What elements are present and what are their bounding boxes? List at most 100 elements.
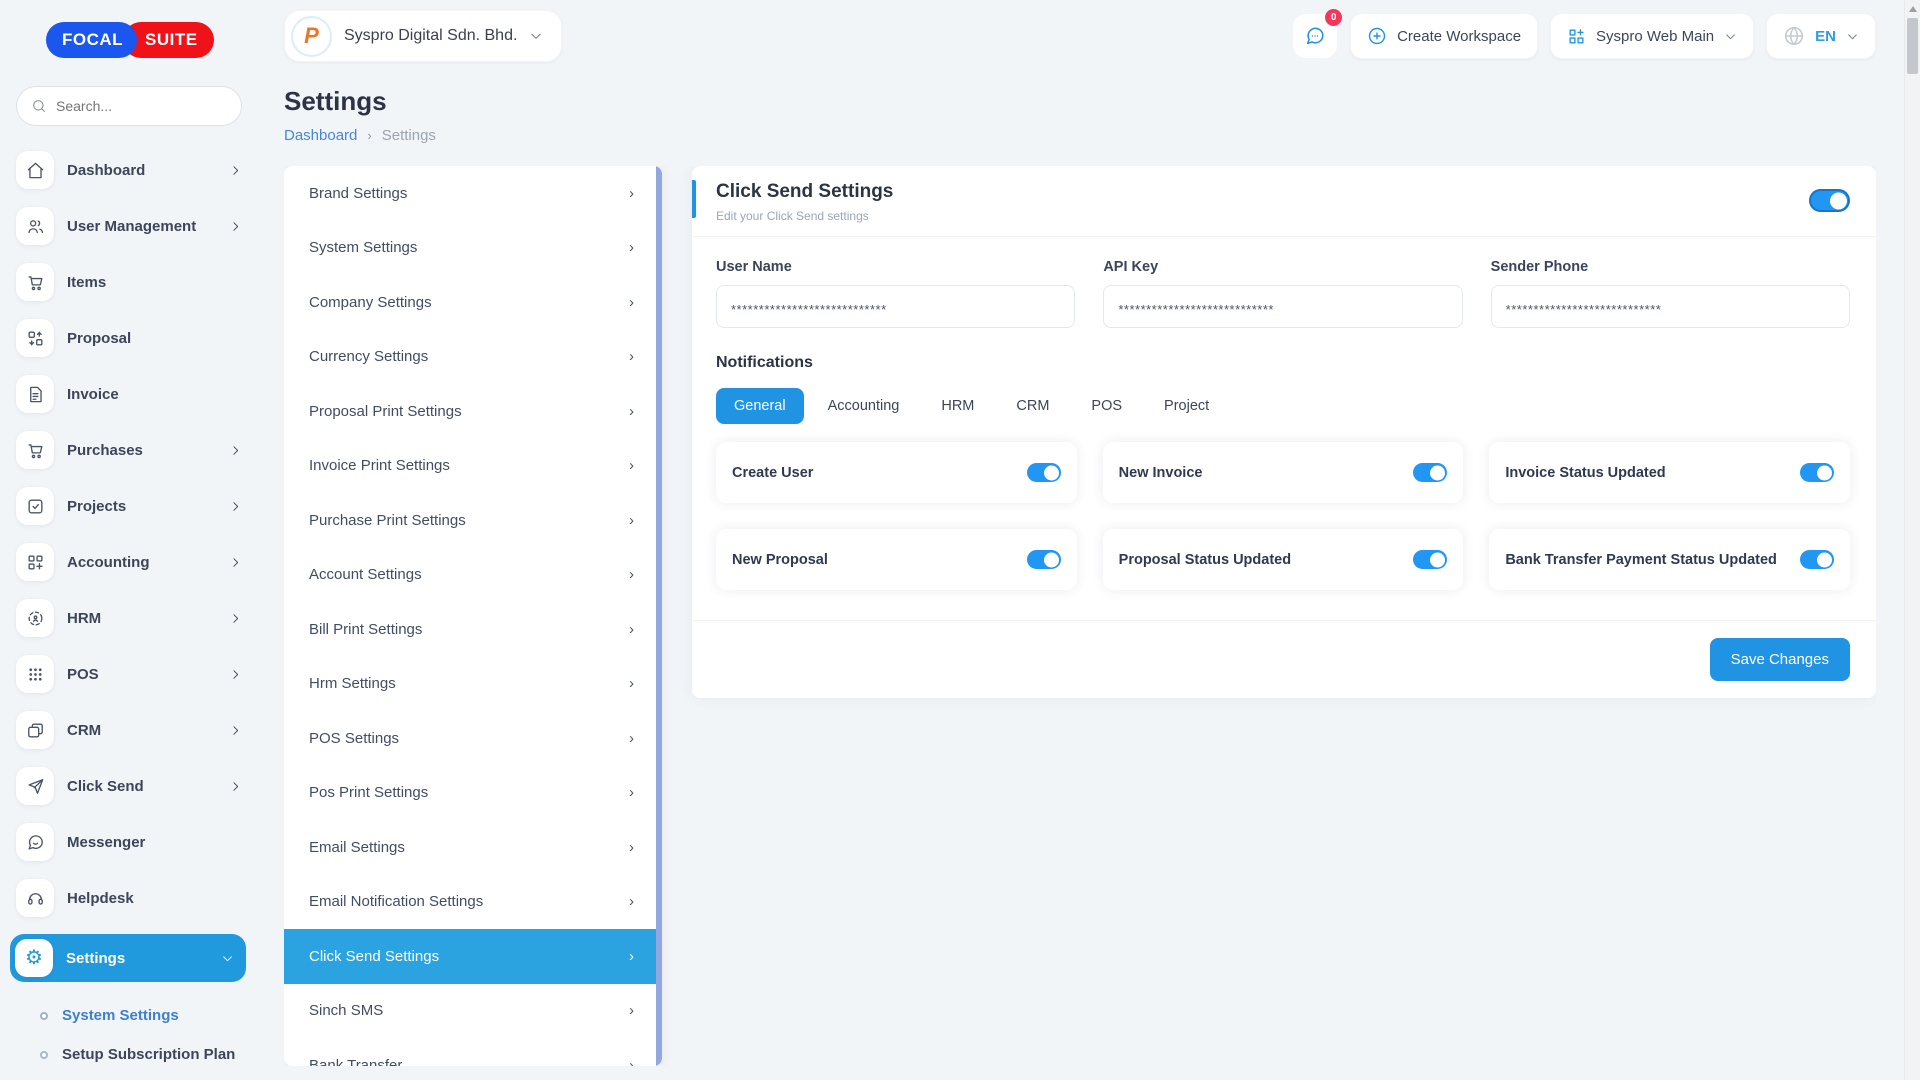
sidebar: FOCAL SUITE Dashboard User Management — [0, 0, 256, 1080]
page-scrollbar[interactable] — [1904, 0, 1920, 1080]
sidebar-item-settings[interactable]: ⚙ Settings — [10, 934, 246, 982]
sidebar-subitem-system-settings[interactable]: System Settings — [16, 996, 242, 1035]
scrollbar-thumb[interactable] — [1907, 18, 1918, 74]
main-area: P Syspro Digital Sdn. Bhd. 0 Create Work… — [256, 0, 1920, 1080]
users-icon — [16, 207, 54, 245]
invoice-status-toggle[interactable] — [1799, 463, 1834, 482]
chat-dots — [1311, 35, 1319, 37]
sidebar-item-messenger[interactable]: Messenger — [16, 822, 242, 862]
settings-menu-item-email[interactable]: Email Settings › — [309, 838, 634, 856]
toggle-card-proposal-status: Proposal Status Updated — [1102, 529, 1464, 590]
settings-menu-item-sinch-sms[interactable]: Sinch SMS › — [309, 1002, 634, 1020]
click-send-settings-panel: Click Send Settings Edit your Click Send… — [692, 166, 1876, 698]
sidebar-item-accounting[interactable]: Accounting — [16, 542, 242, 582]
cart-icon — [16, 263, 54, 301]
tab-project[interactable]: Project — [1164, 398, 1210, 414]
sidebar-nav: Dashboard User Management Items Proposal — [10, 150, 246, 1080]
language-selector[interactable]: EN — [1766, 13, 1876, 59]
settings-menu-item-bank-transfer[interactable]: Bank Transfer › — [284, 1038, 656, 1066]
accent-bar — [692, 180, 696, 218]
tab-accounting[interactable]: Accounting — [827, 398, 900, 414]
sidebar-item-projects[interactable]: Projects — [16, 486, 242, 526]
sidebar-subitem-referral-program[interactable]: Referral Program — [16, 1074, 242, 1080]
create-workspace-button[interactable]: Create Workspace — [1350, 13, 1539, 59]
settings-menu-item-pos[interactable]: POS Settings › — [309, 729, 634, 747]
sidebar-search[interactable] — [16, 86, 242, 126]
settings-menu-item-pos-print[interactable]: Pos Print Settings › — [309, 784, 634, 802]
create-user-toggle[interactable] — [1026, 463, 1061, 482]
sidebar-item-invoice[interactable]: Invoice — [16, 374, 242, 414]
toggle-card-create-user: Create User — [716, 442, 1077, 503]
proposal-status-toggle[interactable] — [1413, 550, 1448, 569]
message-icon — [16, 823, 54, 861]
chevron-down-icon — [529, 29, 543, 43]
sidebar-item-purchases[interactable]: Purchases — [16, 430, 242, 470]
sidebar-item-items[interactable]: Items — [16, 262, 242, 302]
sidebar-item-crm[interactable]: CRM — [16, 710, 242, 750]
settings-menu-item-brand[interactable]: Brand Settings › — [309, 184, 634, 202]
settings-menu-item-proposal-print[interactable]: Proposal Print Settings › — [309, 402, 634, 420]
tab-hrm[interactable]: HRM — [941, 398, 975, 414]
settings-menu-item-invoice-print[interactable]: Invoice Print Settings › — [309, 457, 634, 475]
chevron-right-icon: › — [629, 566, 634, 584]
api-key-input[interactable] — [1103, 285, 1463, 328]
sidebar-item-proposal[interactable]: Proposal — [16, 318, 242, 358]
panel-body: User Name API Key Sender Phone Notificat… — [692, 237, 1876, 620]
chevron-right-icon — [229, 444, 242, 457]
chevron-down-icon — [1846, 30, 1859, 43]
click-send-enabled-toggle[interactable] — [1809, 189, 1850, 212]
settings-menu-item-click-send[interactable]: Click Send Settings › — [284, 929, 656, 984]
notification-badge: 0 — [1325, 9, 1343, 26]
settings-menu-item-bill-print[interactable]: Bill Print Settings › — [309, 620, 634, 638]
api-key-field-group: API Key — [1103, 259, 1463, 328]
settings-menu-item-account[interactable]: Account Settings › — [309, 566, 634, 584]
settings-menu-item-hrm[interactable]: Hrm Settings › — [309, 675, 634, 693]
tab-pos[interactable]: POS — [1091, 398, 1123, 414]
notifications-title: Notifications — [716, 354, 813, 371]
settings-menu-item-company[interactable]: Company Settings › — [309, 293, 634, 311]
tab-general[interactable]: General — [716, 388, 804, 424]
toggle-card-invoice-status: Invoice Status Updated — [1489, 442, 1850, 503]
chevron-right-icon: › — [629, 293, 634, 311]
sidebar-subitem-setup-subscription-plan[interactable]: Setup Subscription Plan — [16, 1035, 242, 1074]
chevron-right-icon — [229, 668, 242, 681]
bank-transfer-status-toggle[interactable] — [1799, 550, 1834, 569]
topbar: P Syspro Digital Sdn. Bhd. 0 Create Work… — [284, 9, 1876, 62]
tab-crm[interactable]: CRM — [1016, 398, 1050, 414]
sidebar-item-dashboard[interactable]: Dashboard — [16, 150, 242, 190]
sidebar-item-helpdesk[interactable]: Helpdesk — [16, 878, 242, 918]
breadcrumb-dashboard-link[interactable]: Dashboard — [284, 127, 358, 144]
menu-scrollbar[interactable] — [656, 166, 662, 1066]
workspace-switcher[interactable]: Syspro Web Main — [1550, 13, 1755, 59]
plus-circle-icon — [1367, 26, 1387, 46]
chevron-right-icon: › — [629, 1056, 634, 1066]
save-changes-button[interactable]: Save Changes — [1709, 638, 1850, 681]
settings-menu-item-purchase-print[interactable]: Purchase Print Settings › — [309, 511, 634, 529]
chevron-right-icon: › — [629, 620, 634, 638]
chevron-right-icon: › — [629, 457, 634, 475]
sender-phone-input[interactable] — [1490, 285, 1850, 328]
sidebar-item-hrm[interactable]: HRM — [16, 598, 242, 638]
search-icon — [31, 98, 47, 114]
settings-menu-item-system[interactable]: System Settings › — [309, 239, 634, 257]
send-icon — [16, 767, 54, 805]
username-input[interactable] — [716, 285, 1076, 328]
chevron-right-icon: › — [629, 511, 634, 529]
toggle-card-new-proposal: New Proposal — [716, 529, 1077, 590]
workspace-selector[interactable]: P Syspro Digital Sdn. Bhd. — [284, 10, 563, 62]
new-proposal-toggle[interactable] — [1026, 550, 1061, 569]
search-input[interactable] — [56, 98, 216, 114]
panel-subtitle: Edit your Click Send settings — [716, 209, 869, 223]
sidebar-item-click-send[interactable]: Click Send — [16, 766, 242, 806]
scrollbar-up-arrow[interactable] — [1908, 6, 1917, 12]
sidebar-item-user-management[interactable]: User Management — [16, 206, 242, 246]
chevron-right-icon — [229, 556, 242, 569]
settings-menu-item-currency[interactable]: Currency Settings › — [309, 348, 634, 366]
toggle-card-bank-transfer-status: Bank Transfer Payment Status Updated — [1489, 529, 1850, 590]
new-invoice-toggle[interactable] — [1413, 463, 1448, 482]
sidebar-item-pos[interactable]: POS — [16, 654, 242, 694]
settings-menu-item-email-notification[interactable]: Email Notification Settings › — [309, 893, 634, 911]
proposal-icon — [16, 319, 54, 357]
chevron-right-icon: › — [629, 1002, 634, 1020]
chat-button[interactable]: 0 — [1292, 9, 1343, 59]
